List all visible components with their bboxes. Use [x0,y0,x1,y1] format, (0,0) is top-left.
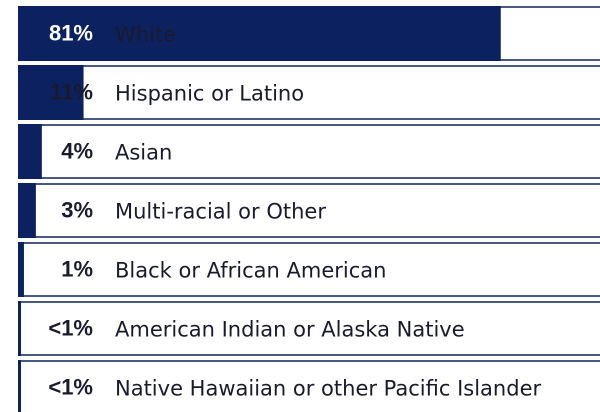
bar [18,183,36,238]
row-frame [18,183,600,238]
value-label: 1% [61,256,93,281]
row-frame [18,124,600,179]
category-label: Hispanic or Latino [115,82,304,106]
row-frame [18,242,600,297]
value-label: <1% [48,374,93,399]
value-label: <1% [48,315,93,340]
value-label: 3% [61,197,93,222]
value-label: 11% [50,79,93,104]
bar [18,65,84,120]
value-label: 81% [49,20,93,45]
category-label: Black or African American [115,259,386,283]
row-frame [18,301,600,356]
category-label: American Indian or Alaska Native [115,318,465,342]
category-label: Native Hawaiian or other Pacific Islande… [115,377,541,401]
category-label: Multi-racial or Other [115,200,326,224]
bar [18,301,21,356]
category-label: Asian [115,141,172,165]
bar [18,242,24,297]
bar [18,360,21,412]
value-label: 4% [61,138,93,163]
row-frame [18,65,600,120]
bar [18,6,501,61]
bar [18,124,42,179]
category-label: White [115,23,176,47]
row-frame [18,360,600,412]
